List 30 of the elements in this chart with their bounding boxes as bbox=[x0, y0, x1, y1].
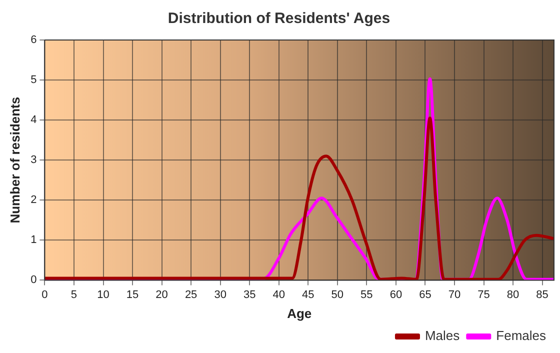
x-tick-label: 30 bbox=[214, 288, 226, 301]
x-tick-label: 45 bbox=[302, 288, 314, 301]
x-tick-label: 75 bbox=[478, 288, 490, 301]
x-tick-label: 10 bbox=[97, 288, 110, 301]
x-tick-label: 15 bbox=[126, 288, 139, 301]
legend-label: Females bbox=[496, 328, 546, 344]
y-tick-label: 2 bbox=[30, 194, 37, 206]
x-tick-label: 20 bbox=[156, 288, 168, 301]
x-tick-label: 50 bbox=[331, 288, 344, 301]
x-tick-label: 35 bbox=[243, 288, 256, 301]
x-tick-label: 70 bbox=[448, 288, 461, 301]
x-tick-label: 55 bbox=[360, 288, 373, 301]
y-tick-label: 3 bbox=[30, 154, 37, 166]
x-tick-label: 65 bbox=[419, 288, 432, 301]
chart-title: Distribution of Residents' Ages bbox=[168, 10, 390, 28]
y-tick-label: 4 bbox=[30, 114, 37, 126]
x-tick-label: 85 bbox=[536, 288, 548, 301]
x-axis-title: Age bbox=[287, 306, 312, 321]
x-tick-label: 25 bbox=[184, 288, 198, 301]
x-tick-label: 0 bbox=[42, 288, 48, 301]
x-tick-label: 80 bbox=[506, 288, 520, 301]
legend-label: Males bbox=[424, 328, 460, 344]
y-tick-label: 6 bbox=[30, 34, 37, 46]
y-axis-title: Number of residents bbox=[7, 96, 22, 224]
y-tick-label: 5 bbox=[30, 74, 37, 86]
x-tick-label: 60 bbox=[390, 288, 402, 301]
y-tick-label: 0 bbox=[30, 274, 37, 286]
x-tick-label: 5 bbox=[70, 288, 78, 301]
x-tick-label: 40 bbox=[272, 288, 285, 301]
y-tick-label: 1 bbox=[30, 234, 37, 246]
